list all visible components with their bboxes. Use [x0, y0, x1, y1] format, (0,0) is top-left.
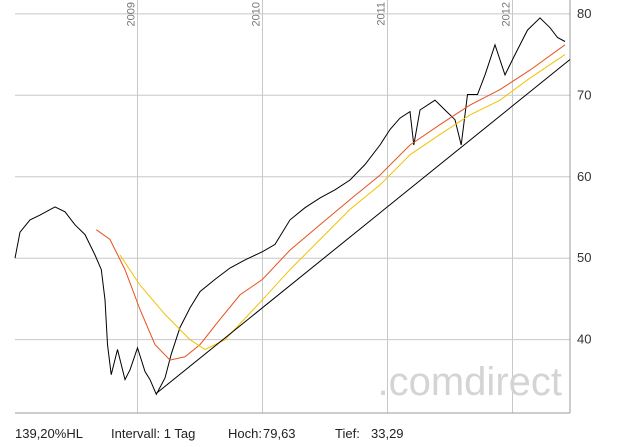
y-tick-label: 70	[577, 87, 591, 102]
footer-low: 33,29	[371, 426, 404, 441]
x-tick-label: 2009	[126, 2, 138, 26]
series-line	[96, 44, 566, 361]
x-tick-label: 2012	[501, 2, 513, 26]
footer-low-label: Tief:	[335, 426, 360, 441]
series-line	[119, 54, 566, 351]
x-tick-label: 2011	[376, 2, 388, 26]
y-tick-label: 60	[577, 169, 591, 184]
footer-high: 79,63	[263, 426, 296, 441]
series-line	[155, 59, 571, 394]
y-tick-label: 40	[577, 332, 591, 347]
footer-hl: 139,20%HL	[15, 426, 83, 441]
plot-area	[15, 0, 571, 414]
series-line	[14, 17, 566, 396]
x-tick-label: 2010	[251, 2, 263, 26]
y-tick-label: 50	[577, 250, 591, 265]
footer-interval: Intervall: 1 Tag	[111, 426, 195, 441]
watermark: .comdirect	[378, 360, 563, 404]
y-tick-label: 80	[577, 6, 591, 21]
footer-high-label: Hoch:	[228, 426, 262, 441]
